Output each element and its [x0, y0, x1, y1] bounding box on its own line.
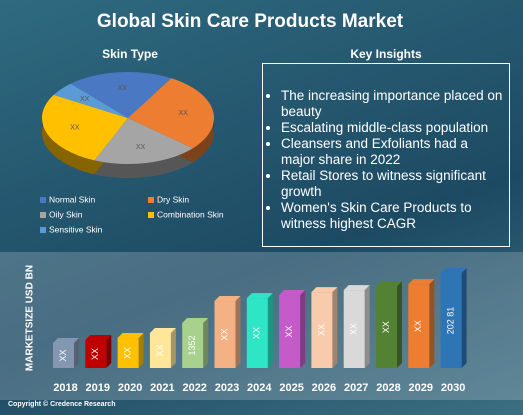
bar-top [279, 290, 306, 296]
legend-swatch [40, 212, 46, 218]
bar-label: XX [252, 327, 262, 339]
bar-side [461, 268, 467, 368]
insight: The increasing importance placed on beau… [281, 88, 503, 120]
pie-label: XX [80, 96, 90, 103]
pie-slice [41, 94, 128, 161]
bar-side [74, 338, 79, 368]
bar [279, 295, 301, 368]
bar-top [214, 296, 241, 302]
legend-label: Sensitive Skin [49, 224, 103, 234]
bar-label: 202 81 [445, 307, 455, 335]
pie-label: XX [70, 124, 80, 131]
bar-top [246, 293, 273, 299]
bar-top [376, 281, 402, 287]
bar-side [138, 333, 144, 368]
y-axis-label: MARKETSIZE USD BN [25, 265, 36, 371]
bar [440, 273, 462, 368]
bar-side [300, 290, 306, 368]
bar-top [182, 318, 209, 324]
x-tick-label: 2027 [344, 382, 368, 394]
bar-label: XX [349, 323, 359, 335]
legend-label: Oily Skin [49, 209, 83, 219]
bar-top [85, 335, 112, 341]
bar [311, 292, 333, 368]
bar-label: XX [90, 348, 100, 360]
bar [343, 290, 365, 368]
x-tick-label: 2024 [247, 382, 272, 394]
bar [408, 284, 430, 368]
bar [182, 323, 204, 368]
legend-label: Normal Skin [49, 194, 96, 204]
bar-side [429, 279, 435, 368]
legend-label: Combination Skin [157, 209, 224, 219]
insights-title: Key Insights [350, 47, 422, 61]
title: Global Skin Care Products Market [97, 11, 404, 32]
bar-top [117, 333, 144, 339]
pie-title: Skin Type [102, 47, 158, 61]
bar-top [311, 287, 338, 293]
bar-side [106, 335, 112, 368]
bar-top [149, 328, 176, 334]
bar-label: XX [284, 326, 294, 338]
insight: Women's Skin Care Products to witness hi… [281, 200, 503, 232]
pie-slice [94, 118, 193, 164]
x-tick-label: 2025 [279, 382, 303, 394]
x-tick-label: 2019 [86, 382, 110, 394]
key-insights: The increasing importance placed on beau… [262, 63, 510, 247]
pie-slice [70, 72, 172, 118]
x-tick-label: 2026 [312, 382, 336, 394]
x-tick-label: 2030 [441, 382, 465, 394]
bar-label: XX [219, 329, 229, 341]
bar [117, 338, 139, 368]
bar-side [364, 285, 370, 368]
x-tick-label: 2029 [409, 382, 433, 394]
bar-side [332, 287, 338, 368]
bar-label: XX [122, 347, 132, 359]
x-tick-label: 2023 [215, 382, 239, 394]
pie-label: XX [118, 85, 128, 92]
legend-swatch [40, 197, 46, 203]
bar-side [397, 281, 402, 368]
x-tick-label: 2028 [376, 382, 400, 394]
x-tick-label: 2022 [182, 382, 206, 394]
bar-label: XX [413, 320, 423, 332]
x-tick-label: 2018 [53, 382, 77, 394]
x-tick-label: 2021 [150, 382, 174, 394]
insight: Cleansers and Exfoliants had a major sha… [281, 136, 503, 168]
bar [149, 333, 171, 368]
pie-slice [128, 78, 215, 149]
legend-swatch [40, 227, 46, 233]
legend-swatch [148, 212, 154, 218]
insight: Escalating middle-class population [281, 120, 503, 136]
bar-side [267, 293, 273, 368]
bar [53, 343, 74, 368]
legend-swatch [148, 197, 154, 203]
bar-label: XX [316, 324, 326, 336]
legend-label: Dry Skin [157, 194, 189, 204]
insight: Retail Stores to witness significant gro… [281, 168, 503, 200]
bar [376, 286, 397, 368]
pie-label: XX [178, 110, 188, 117]
x-tick-label: 2020 [118, 382, 142, 394]
bar-side [170, 328, 176, 368]
bar-side [235, 296, 241, 368]
copyright: Copyright © Credence Research [8, 400, 115, 408]
bar [85, 340, 107, 368]
bar-label: XX [155, 344, 165, 356]
pie-label: XX [136, 144, 146, 151]
pie-slice [53, 83, 128, 118]
insight-list: The increasing importance placed on beau… [267, 88, 503, 232]
bar-side [203, 318, 209, 368]
bar-top [408, 279, 435, 285]
bar-label: 1352 [187, 335, 197, 355]
bar [246, 298, 268, 368]
bar [214, 301, 236, 368]
bar-label: XX [381, 321, 391, 333]
bar-label: XX [58, 349, 68, 361]
bar-top [53, 338, 79, 343]
bar-top [343, 285, 370, 291]
bar-top [440, 268, 467, 273]
